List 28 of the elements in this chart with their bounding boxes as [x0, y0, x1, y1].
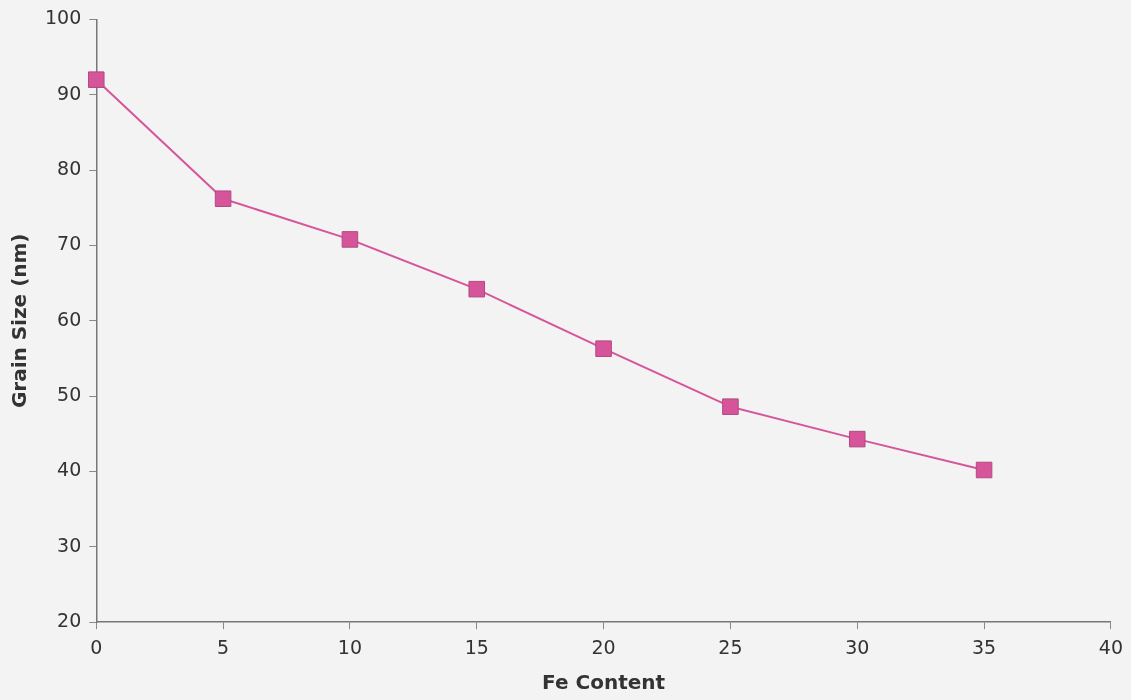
point — [87, 71, 105, 88]
y-tick-label: 20 — [57, 609, 82, 632]
point — [848, 430, 866, 448]
point — [722, 398, 739, 415]
point — [595, 340, 612, 357]
y-tick-label: 30 — [57, 533, 82, 556]
x-axis-title: Fe Content — [542, 670, 666, 695]
y-tick-label: 70 — [57, 232, 82, 255]
y-tick-label: 50 — [57, 383, 82, 406]
y-tick-label: 60 — [57, 307, 82, 330]
x-tick-label: 20 — [591, 635, 616, 658]
x-tick-label: 10 — [337, 635, 363, 658]
x-tick-label: 0 — [90, 635, 103, 658]
point — [341, 231, 359, 248]
point — [468, 280, 486, 298]
y-tick-label: 80 — [57, 157, 82, 180]
point — [975, 461, 993, 479]
x-tick-label: 15 — [464, 635, 489, 658]
y-tick-label: 40 — [57, 458, 82, 481]
y-tick-label: 100 — [45, 6, 82, 29]
x-tick-label: 40 — [1098, 635, 1124, 658]
y-tick-label: 90 — [57, 81, 82, 104]
point — [214, 190, 232, 208]
x-tick-label: 30 — [845, 635, 870, 658]
y-axis-title: Grain Size (nm) — [7, 233, 32, 409]
x-tick-label: 5 — [217, 635, 230, 658]
x-tick-label: 25 — [718, 635, 743, 658]
x-tick-label: 35 — [971, 635, 997, 658]
